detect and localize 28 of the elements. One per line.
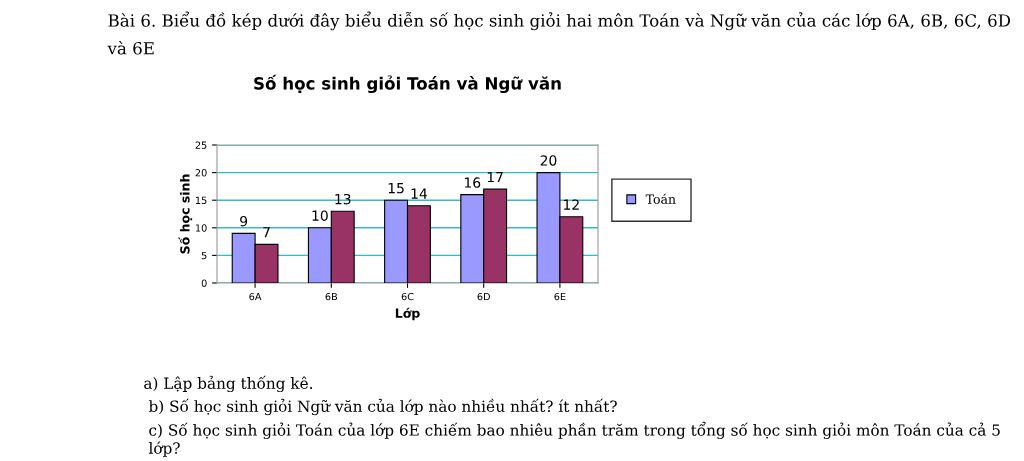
y-tick-label: 0	[201, 279, 207, 287]
data-label: 20	[540, 155, 557, 166]
data-label: 17	[487, 171, 503, 183]
data-label: 12	[564, 199, 579, 210]
data-label: 7	[263, 227, 270, 238]
x-tick-label: 6B	[325, 292, 338, 301]
text: b) Số học sinh giỏi Ngữ văn của lớp nào nhiều nhất? ít nhất?	[148, 398, 617, 416]
data-label: 9	[240, 215, 248, 227]
x-tick-label: 6C	[401, 292, 414, 301]
x-tick-label: 6D	[477, 292, 490, 301]
y-tick-label: 25	[195, 141, 207, 149]
chart-title: Số học sinh giỏi Toán và Ngữ văn	[254, 74, 561, 94]
data-label: 15	[388, 183, 404, 194]
x-tick-label: 6E	[554, 292, 566, 301]
data-label: 10	[312, 210, 328, 221]
text: a) Lập bảng thống kê.	[144, 375, 313, 393]
y-axis-title: Số học sinh	[178, 174, 193, 254]
y-tick-label: 20	[195, 169, 207, 177]
data-label: 14	[411, 188, 427, 199]
text: Bài 6. Biểu đồ kép dưới đây biểu diễn số học sinh giỏi hai môn Toán và Ngữ văn của các lớp 6A, 6B, 6C, 6D và 6E	[107, 11, 1011, 55]
x-tick-label: 6A	[249, 292, 262, 301]
text: c) Số học sinh giỏi Toán của lớp 6E chiếm bao nhiêu phần trăm trong tổng số học sinh giỏi môn Toán của cả 5 lớp?	[148, 421, 1000, 457]
y-tick-label: 15	[195, 196, 207, 205]
data-label: 16	[464, 177, 481, 188]
x-axis-title: Lớp	[395, 307, 420, 321]
y-tick-label: 10	[195, 224, 207, 232]
legend-label: Toán	[645, 193, 676, 204]
y-tick-label: 5	[201, 252, 207, 260]
